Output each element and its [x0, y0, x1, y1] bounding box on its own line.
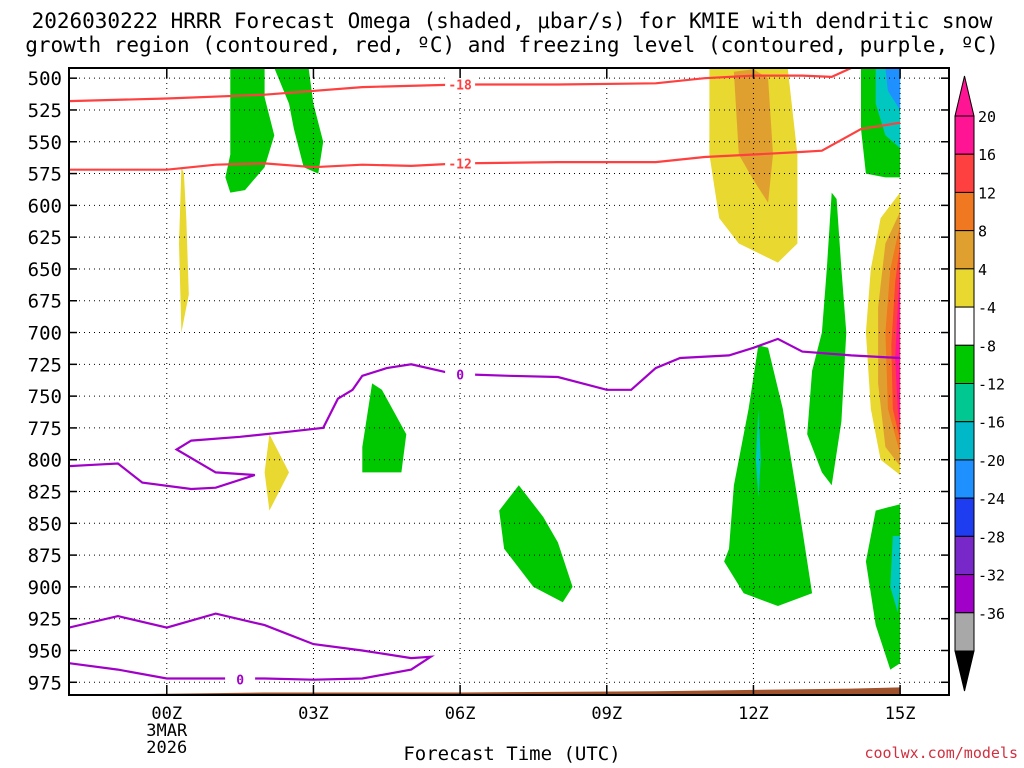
x-tick-label-6-0: 06Z	[445, 704, 476, 724]
y-tick-label-600: 600	[28, 195, 62, 217]
chart-title-line-1: 2026030222 HRRR Forecast Omega (shaded, …	[31, 9, 993, 33]
contour-line-0	[69, 68, 852, 103]
y-axis: 500 525 550 575 600 625 650 675 700 725 750 775 800 8…	[28, 68, 949, 694]
colorbar-bin-12	[954, 574, 975, 614]
colorbar-label-11: -28	[978, 528, 1005, 546]
omega-region-18	[895, 268, 901, 428]
colorbar-bin-1	[954, 153, 975, 193]
omega-region-9	[755, 408, 761, 498]
plot-frame	[68, 67, 950, 696]
y-tick-label-900: 900	[28, 577, 62, 599]
x-tick-label-0-1: 3MAR	[146, 721, 188, 741]
x-tick-label-0-2: 2026	[146, 738, 187, 758]
y-tick-label-525: 525	[28, 100, 62, 122]
colorbar-bin-10	[954, 497, 975, 537]
terrain-fill	[69, 687, 949, 695]
y-tick-label-500: 500	[28, 68, 62, 90]
grid-lines	[69, 68, 949, 695]
colorbar-label-4: 4	[978, 261, 987, 279]
credit-link[interactable]: coolwx.com/models	[864, 744, 1018, 762]
y-tick-label-800: 800	[28, 450, 62, 472]
contour-label-3: 0	[236, 674, 244, 689]
y-tick-label-775: 775	[28, 418, 62, 440]
colorbar-label-3: 8	[978, 223, 987, 241]
colorbar-bin-3	[954, 230, 975, 270]
contour-label-bg-3	[225, 671, 256, 688]
chart-title-line-2: growth region (contoured, red, ºC) and f…	[25, 33, 999, 57]
contour-lines: -18 -12 0 0	[69, 68, 901, 689]
colorbar-label-5: -4	[978, 299, 996, 317]
colorbar-bin-11	[954, 535, 975, 576]
x-tick-label-12-0: 12Z	[738, 704, 769, 724]
colorbar-label-2: 12	[978, 184, 996, 202]
colorbar-bin-8	[954, 421, 975, 461]
contour-label-bg-1	[445, 155, 476, 172]
y-tick-label-675: 675	[28, 291, 62, 313]
omega-region-8	[724, 345, 813, 606]
omega-region-6	[264, 434, 289, 511]
y-tick-label-575: 575	[28, 164, 62, 186]
y-tick-label-850: 850	[28, 513, 62, 535]
contour-label-bg-2	[445, 366, 476, 383]
colorbar-label-6: -8	[978, 337, 996, 355]
colorbar-label-12: -32	[978, 567, 1005, 585]
omega-region-0	[225, 68, 275, 193]
omega-region-7	[499, 485, 573, 603]
colorbar-bin-0	[954, 115, 975, 155]
colorbar-label-7: -12	[978, 376, 1005, 394]
y-tick-label-875: 875	[28, 545, 62, 567]
omega-shading	[179, 68, 901, 670]
contour-label-1: -12	[448, 157, 471, 172]
omega-region-3	[733, 69, 773, 203]
colorbar-label-0: 20	[978, 108, 996, 126]
colorbar-bin-13	[954, 612, 975, 652]
colorbar-bottom-arrow	[954, 650, 975, 692]
colorbar-bin-9	[954, 459, 975, 499]
colorbar-bin-4	[954, 268, 975, 308]
y-tick-label-975: 975	[28, 672, 62, 694]
y-tick-label-725: 725	[28, 354, 62, 376]
x-tick-label-15-0: 15Z	[885, 704, 916, 724]
colorbar-bin-2	[954, 191, 975, 232]
contour-line-1	[69, 121, 901, 171]
x-tick-label-9-0: 09Z	[591, 704, 622, 724]
contour-label-0: -18	[448, 79, 472, 94]
omega-region-1	[274, 68, 324, 174]
x-tick-label-3-0: 03Z	[298, 704, 329, 724]
colorbar-bin-5	[954, 306, 975, 346]
y-tick-label-950: 950	[28, 640, 62, 662]
y-tick-label-750: 750	[28, 386, 62, 408]
y-tick-label-700: 700	[28, 323, 62, 345]
colorbar: 20 16 12 8 4 -4 -8 -12 -16 -20 -24 -28 -32 -36	[954, 75, 1005, 692]
omega-region-10	[807, 192, 847, 486]
y-tick-label-825: 825	[28, 482, 62, 504]
x-tick-label-0-0: 00Z	[151, 704, 182, 724]
contour-label-2: 0	[456, 369, 464, 384]
colorbar-label-13: -36	[978, 605, 1005, 623]
colorbar-label-9: -20	[978, 452, 1005, 470]
x-axis-label: Forecast Time (UTC)	[403, 743, 621, 765]
colorbar-label-1: 16	[978, 146, 996, 164]
colorbar-bin-6	[954, 344, 975, 384]
colorbar-top-arrow	[954, 75, 975, 117]
contour-label-bg-0	[445, 76, 476, 93]
contour-line-2	[69, 337, 901, 491]
omega-region-19	[865, 504, 901, 670]
colorbar-label-10: -24	[978, 490, 1005, 508]
y-tick-label-550: 550	[28, 132, 62, 154]
y-tick-label-925: 925	[28, 609, 62, 631]
y-tick-label-625: 625	[28, 227, 62, 249]
colorbar-bin-7	[954, 383, 975, 423]
omega-region-4	[179, 167, 189, 333]
omega-region-20	[890, 536, 901, 613]
y-tick-label-650: 650	[28, 259, 62, 281]
terrain	[69, 687, 949, 695]
colorbar-label-8: -16	[978, 414, 1005, 432]
contour-line-3	[69, 612, 435, 681]
